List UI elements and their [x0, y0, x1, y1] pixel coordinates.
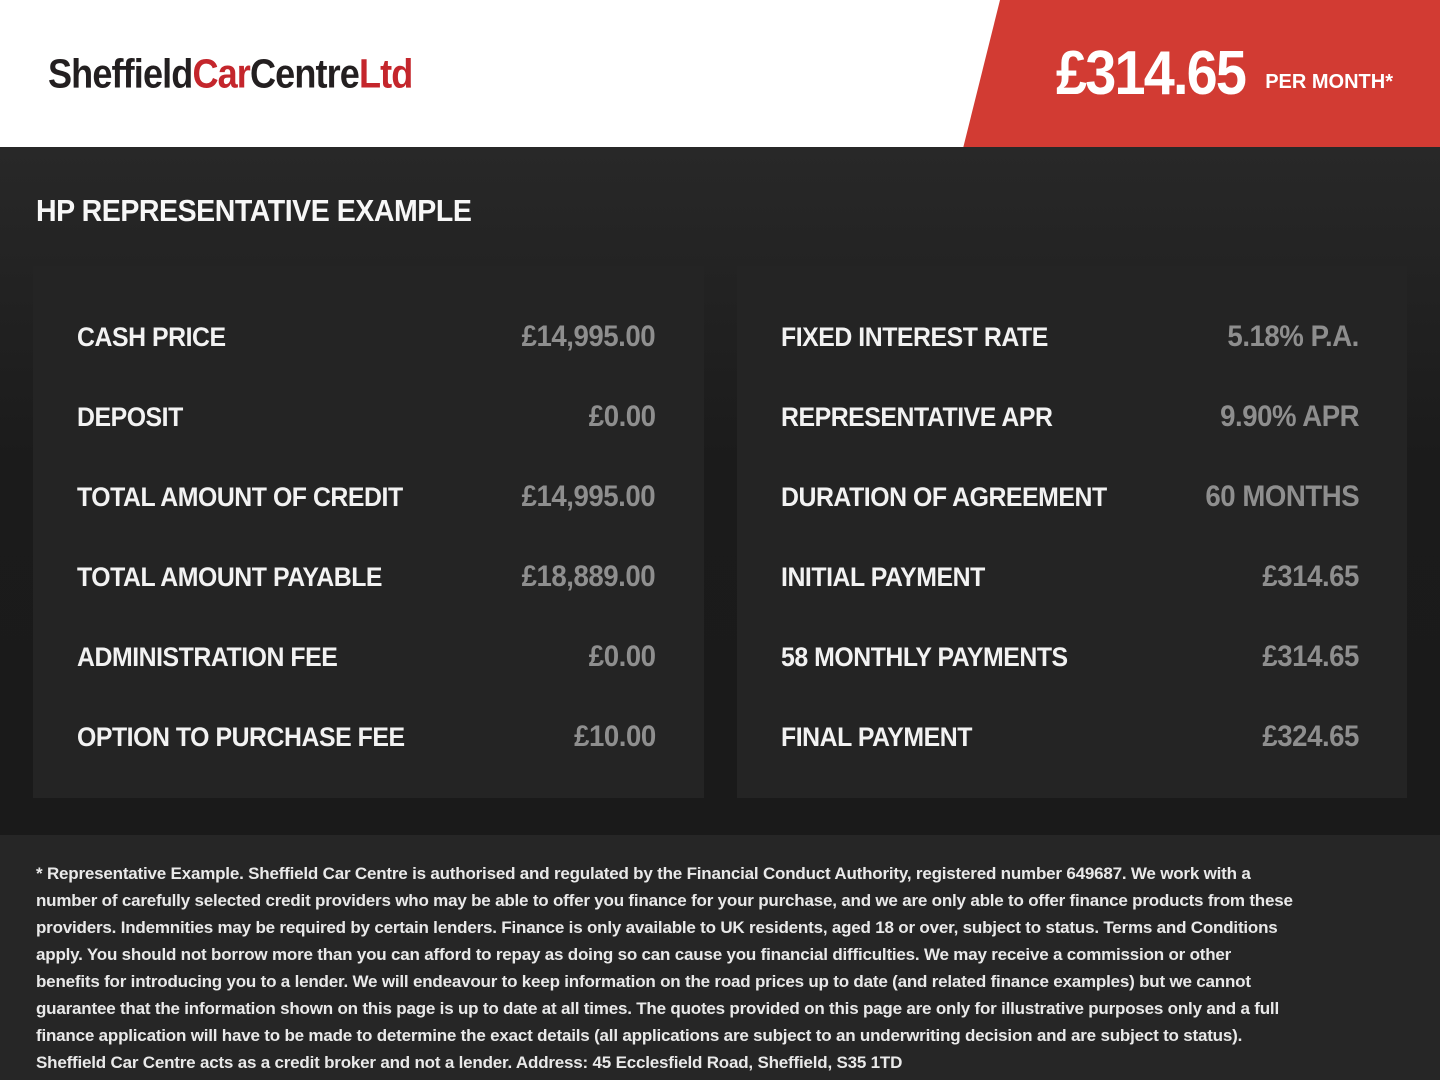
finance-row-label: FIXED INTEREST RATE: [780, 321, 1048, 352]
finance-row: FINAL PAYMENT £324.65: [781, 706, 1360, 768]
monthly-price-amount: £314.65: [1056, 39, 1247, 108]
finance-row-value: 9.90% APR: [1219, 400, 1359, 433]
finance-row-label: INITIAL PAYMENT: [780, 561, 985, 592]
disclaimer-footer: * Representative Example. Sheffield Car …: [0, 835, 1440, 1080]
dealer-logo[interactable]: SheffieldCarCentreLtd: [48, 50, 413, 97]
finance-row-label: TOTAL AMOUNT OF CREDIT: [77, 481, 403, 512]
finance-row-value: £10.00: [573, 720, 656, 753]
finance-row: 58 MONTHLY PAYMENTS £314.65: [781, 626, 1360, 688]
logo-part-sheffield: Sheffield: [48, 50, 193, 96]
finance-row: ADMINISTRATION FEE £0.00: [77, 626, 656, 688]
finance-row-value: £14,995.00: [521, 320, 656, 353]
finance-panels: CASH PRICE £14,995.00 DEPOSIT £0.00 TOTA…: [0, 266, 1440, 798]
disclaimer-text: * Representative Example. Sheffield Car …: [36, 864, 1293, 1072]
finance-row: TOTAL AMOUNT PAYABLE £18,889.00: [77, 546, 656, 608]
finance-row-label: TOTAL AMOUNT PAYABLE: [77, 561, 383, 592]
logo-part-centre: Centre: [249, 50, 360, 96]
finance-example-section: HP REPRESENTATIVE EXAMPLE CASH PRICE £14…: [0, 147, 1440, 835]
finance-row: INITIAL PAYMENT £314.65: [781, 546, 1360, 608]
finance-panel-left: CASH PRICE £14,995.00 DEPOSIT £0.00 TOTA…: [33, 266, 704, 798]
price-banner: £314.65 PER MONTH*: [1000, 0, 1440, 147]
finance-row-value: £0.00: [588, 400, 656, 433]
finance-row-label: OPTION TO PURCHASE FEE: [77, 721, 405, 752]
finance-row: CASH PRICE £14,995.00: [77, 306, 656, 368]
finance-row-value: £324.65: [1262, 720, 1359, 753]
page-header: SheffieldCarCentreLtd £314.65 PER MONTH*: [0, 0, 1440, 147]
finance-row: OPTION TO PURCHASE FEE £10.00: [77, 706, 656, 768]
finance-row: FIXED INTEREST RATE 5.18% P.A.: [781, 306, 1360, 368]
finance-row-label: CASH PRICE: [77, 321, 226, 352]
finance-row-label: DEPOSIT: [77, 401, 183, 432]
logo-part-ltd: Ltd: [358, 50, 413, 96]
finance-panel-right: FIXED INTEREST RATE 5.18% P.A. REPRESENT…: [736, 266, 1407, 798]
finance-row: REPRESENTATIVE APR 9.90% APR: [781, 386, 1360, 448]
finance-row-value: £314.65: [1262, 560, 1359, 593]
finance-row-value: 5.18% P.A.: [1227, 320, 1360, 353]
finance-row: DURATION OF AGREEMENT 60 MONTHS: [781, 466, 1360, 528]
logo-part-car: Car: [192, 50, 250, 96]
finance-row-label: REPRESENTATIVE APR: [780, 401, 1053, 432]
finance-row-value: £14,995.00: [521, 480, 656, 513]
finance-row: TOTAL AMOUNT OF CREDIT £14,995.00: [77, 466, 656, 528]
finance-row: DEPOSIT £0.00: [77, 386, 656, 448]
finance-row-label: ADMINISTRATION FEE: [77, 641, 338, 672]
monthly-price-period: PER MONTH*: [1265, 71, 1393, 93]
finance-row-value: 60 MONTHS: [1205, 480, 1359, 513]
finance-row-value: £18,889.00: [521, 560, 656, 593]
finance-row-value: £0.00: [588, 640, 656, 673]
finance-row-label: DURATION OF AGREEMENT: [780, 481, 1107, 512]
finance-row-label: 58 MONTHLY PAYMENTS: [780, 641, 1068, 672]
finance-row-label: FINAL PAYMENT: [780, 721, 972, 752]
finance-row-value: £314.65: [1262, 640, 1359, 673]
section-title: HP REPRESENTATIVE EXAMPLE: [36, 193, 472, 228]
